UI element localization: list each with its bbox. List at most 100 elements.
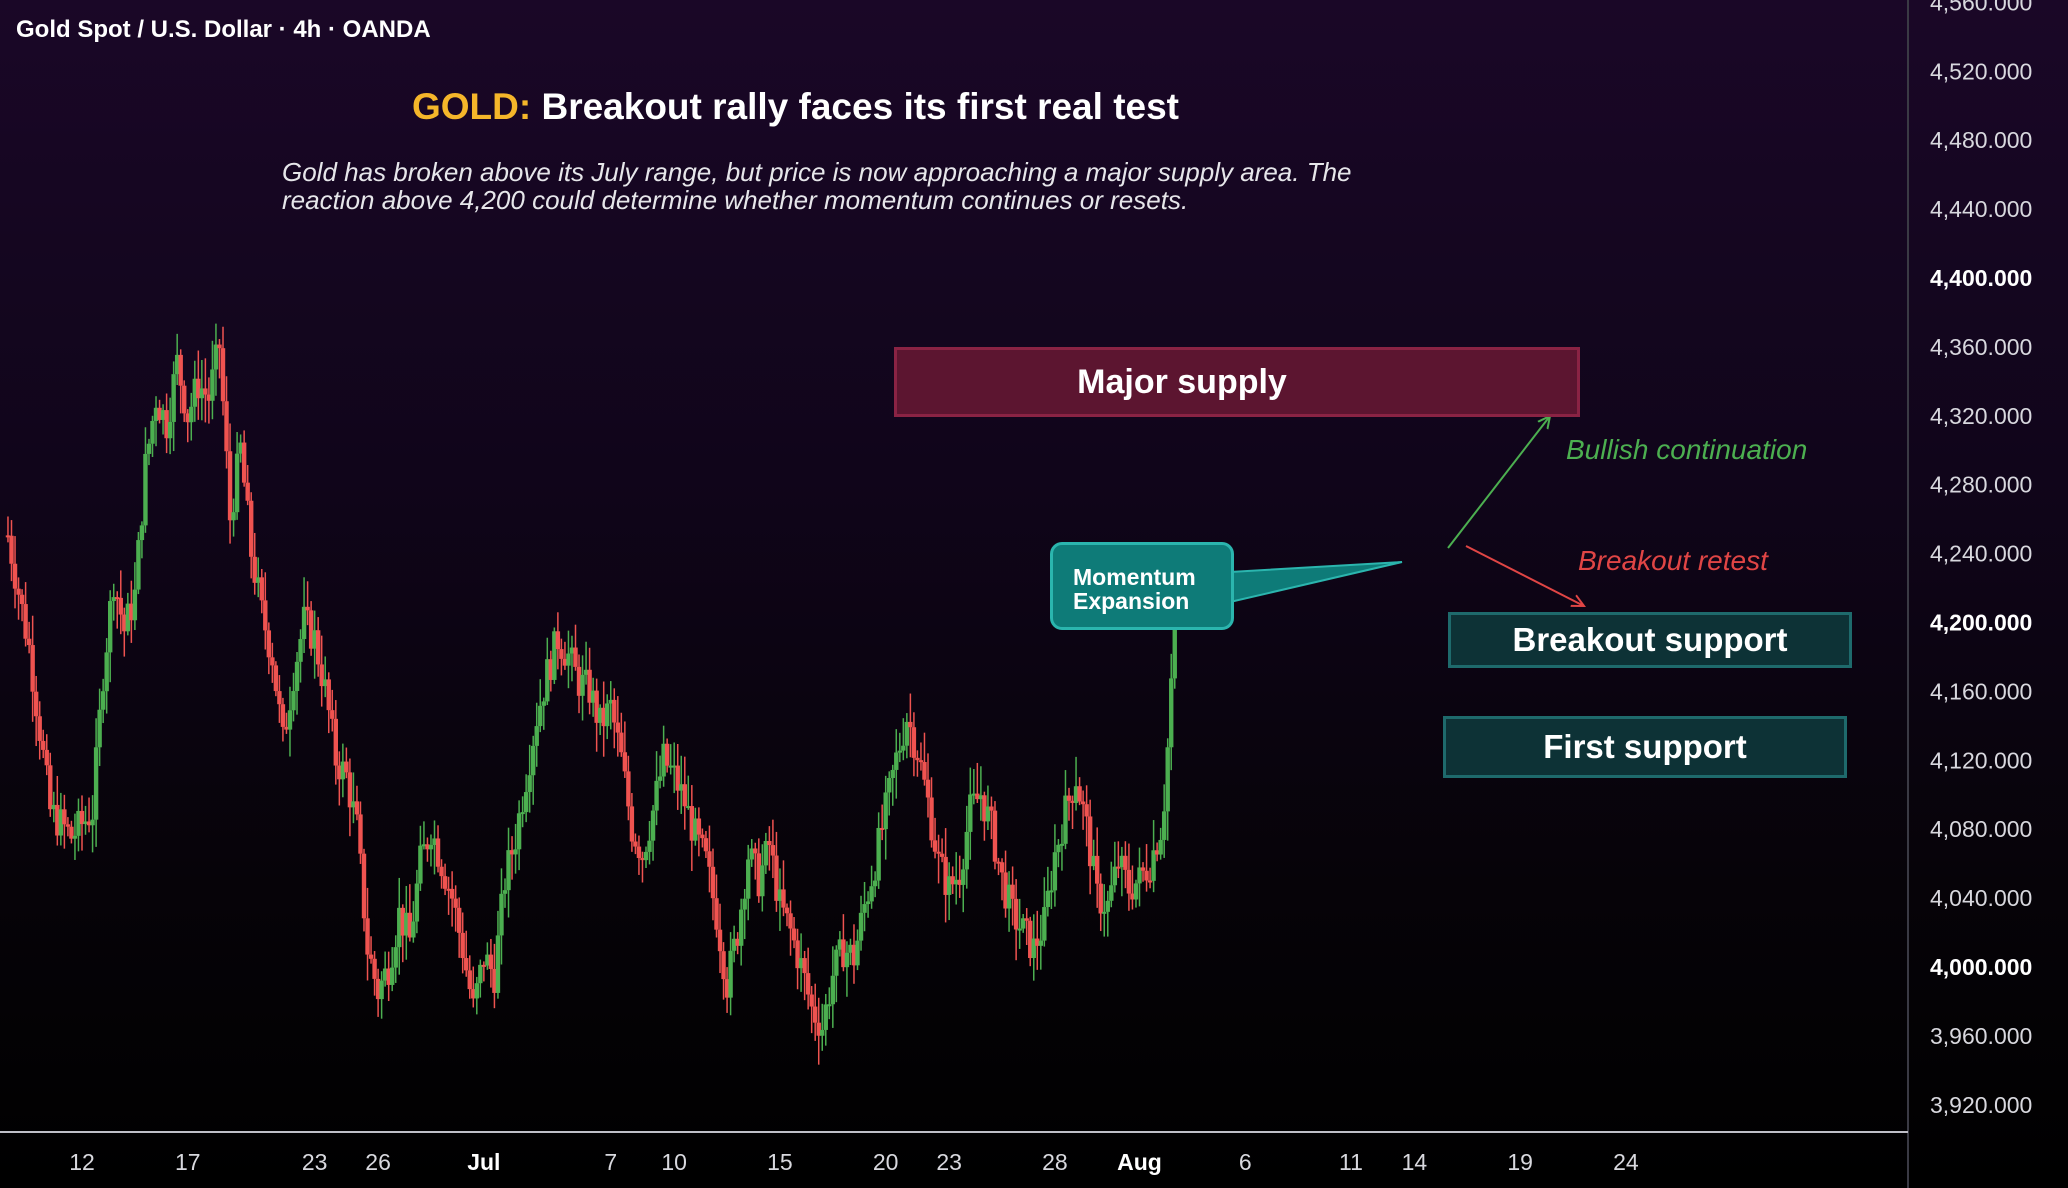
candle-body	[865, 901, 871, 905]
candle-body	[58, 809, 64, 836]
candle-body	[872, 880, 878, 887]
candle-body	[234, 453, 240, 513]
candle-body	[703, 838, 709, 852]
candle-body	[72, 835, 78, 839]
candle-body	[756, 853, 761, 897]
candle-body	[700, 834, 705, 839]
candle-body	[51, 804, 56, 810]
candle-body	[206, 394, 212, 401]
y-tick-label: 4,240.000	[1930, 541, 2032, 567]
candle-body	[731, 938, 737, 951]
candle-body	[478, 964, 483, 984]
candle-body	[608, 699, 613, 704]
candle-body	[203, 388, 208, 395]
candle-body	[583, 669, 589, 675]
breakout-support-zone[interactable]: Breakout support	[1448, 612, 1852, 668]
candle-body	[798, 958, 804, 969]
candle-body	[1137, 867, 1142, 884]
candle-body	[315, 630, 321, 665]
candle-body	[855, 940, 860, 966]
y-tick-label: 4,120.000	[1930, 747, 2032, 773]
candle-body	[1035, 938, 1040, 946]
candle-body	[883, 792, 888, 830]
y-tick-label: 4,480.000	[1930, 127, 2032, 153]
candle-body	[679, 784, 684, 791]
candle-body	[802, 958, 807, 974]
candle-body	[760, 865, 765, 897]
candle-body	[62, 809, 67, 825]
candle-body	[770, 845, 776, 856]
candle-body	[164, 410, 169, 439]
candle-body	[79, 810, 85, 825]
candle-body	[174, 354, 180, 375]
candle-body	[795, 940, 800, 969]
candle-body	[922, 761, 927, 780]
candle-body	[224, 401, 229, 452]
candle-body	[894, 752, 899, 770]
time-axis[interactable]: 12 17 23 26 Jul 7 10 15 20 23 28 Aug 6 11 14 19 24	[69, 1149, 1639, 1175]
candle-body	[749, 848, 754, 860]
candle-body	[241, 442, 247, 483]
candle-body	[227, 451, 233, 521]
headline-accent: GOLD:	[412, 86, 532, 127]
candle-body	[69, 826, 74, 839]
candle-body	[774, 855, 779, 901]
y-tick-label: 3,920.000	[1930, 1092, 2032, 1118]
candle-body	[471, 989, 476, 999]
price-axis[interactable]: 4,560.000 4,520.000 4,480.000 4,440.000 4,40…	[1930, 0, 2032, 1118]
momentum-expansion-callout[interactable]: Momentum Expansion	[1050, 542, 1234, 630]
candle-body	[580, 674, 585, 696]
candle-body	[256, 577, 261, 583]
candle-body	[918, 760, 924, 763]
candle-body	[506, 850, 511, 891]
candle-body	[414, 883, 420, 922]
candle-body	[1059, 843, 1065, 846]
candle-body	[354, 801, 360, 815]
candle-body	[675, 765, 680, 791]
candle-body	[1169, 678, 1174, 748]
candle-body	[199, 388, 205, 399]
bullish-continuation-label: Bullish continuation	[1566, 434, 1808, 465]
candle-body	[925, 779, 931, 798]
first-support-zone[interactable]: First support	[1443, 716, 1847, 778]
candle-body	[192, 378, 197, 407]
candle-body	[513, 849, 518, 855]
candle-body	[989, 806, 994, 811]
candle-body	[668, 765, 673, 768]
candle-body	[538, 705, 543, 727]
candle-body	[954, 879, 959, 885]
candle-body	[337, 765, 342, 780]
candle-body	[495, 935, 501, 993]
candle-body	[90, 819, 95, 826]
candle-body	[83, 821, 88, 825]
candle-body	[566, 653, 571, 666]
candle-body	[1098, 883, 1103, 914]
candle-body	[178, 354, 183, 386]
candle-body	[19, 594, 25, 605]
major-supply-zone[interactable]: Major supply	[894, 347, 1580, 417]
candle-body	[1087, 816, 1093, 867]
candle-body	[626, 771, 631, 807]
candle-body	[153, 407, 159, 421]
candle-body	[1056, 844, 1061, 853]
candle-body	[358, 814, 363, 854]
candle-body	[520, 812, 525, 815]
candle-body	[1165, 747, 1170, 812]
candle-body	[488, 954, 494, 969]
candle-body	[266, 630, 272, 658]
candle-body	[411, 921, 416, 938]
candle-body	[939, 853, 945, 857]
candle-body	[555, 631, 561, 650]
candle-body	[788, 913, 793, 929]
candle-body	[129, 603, 134, 621]
candle-body	[1063, 795, 1068, 844]
candle-body	[548, 659, 554, 680]
candle-body	[830, 975, 836, 1005]
candles-layer	[5, 323, 1177, 1065]
candle-body	[1045, 890, 1051, 908]
y-tick-label: 4,360.000	[1930, 334, 2032, 360]
candle-body	[23, 604, 28, 639]
candle-body	[682, 784, 687, 807]
candle-body	[615, 722, 620, 733]
